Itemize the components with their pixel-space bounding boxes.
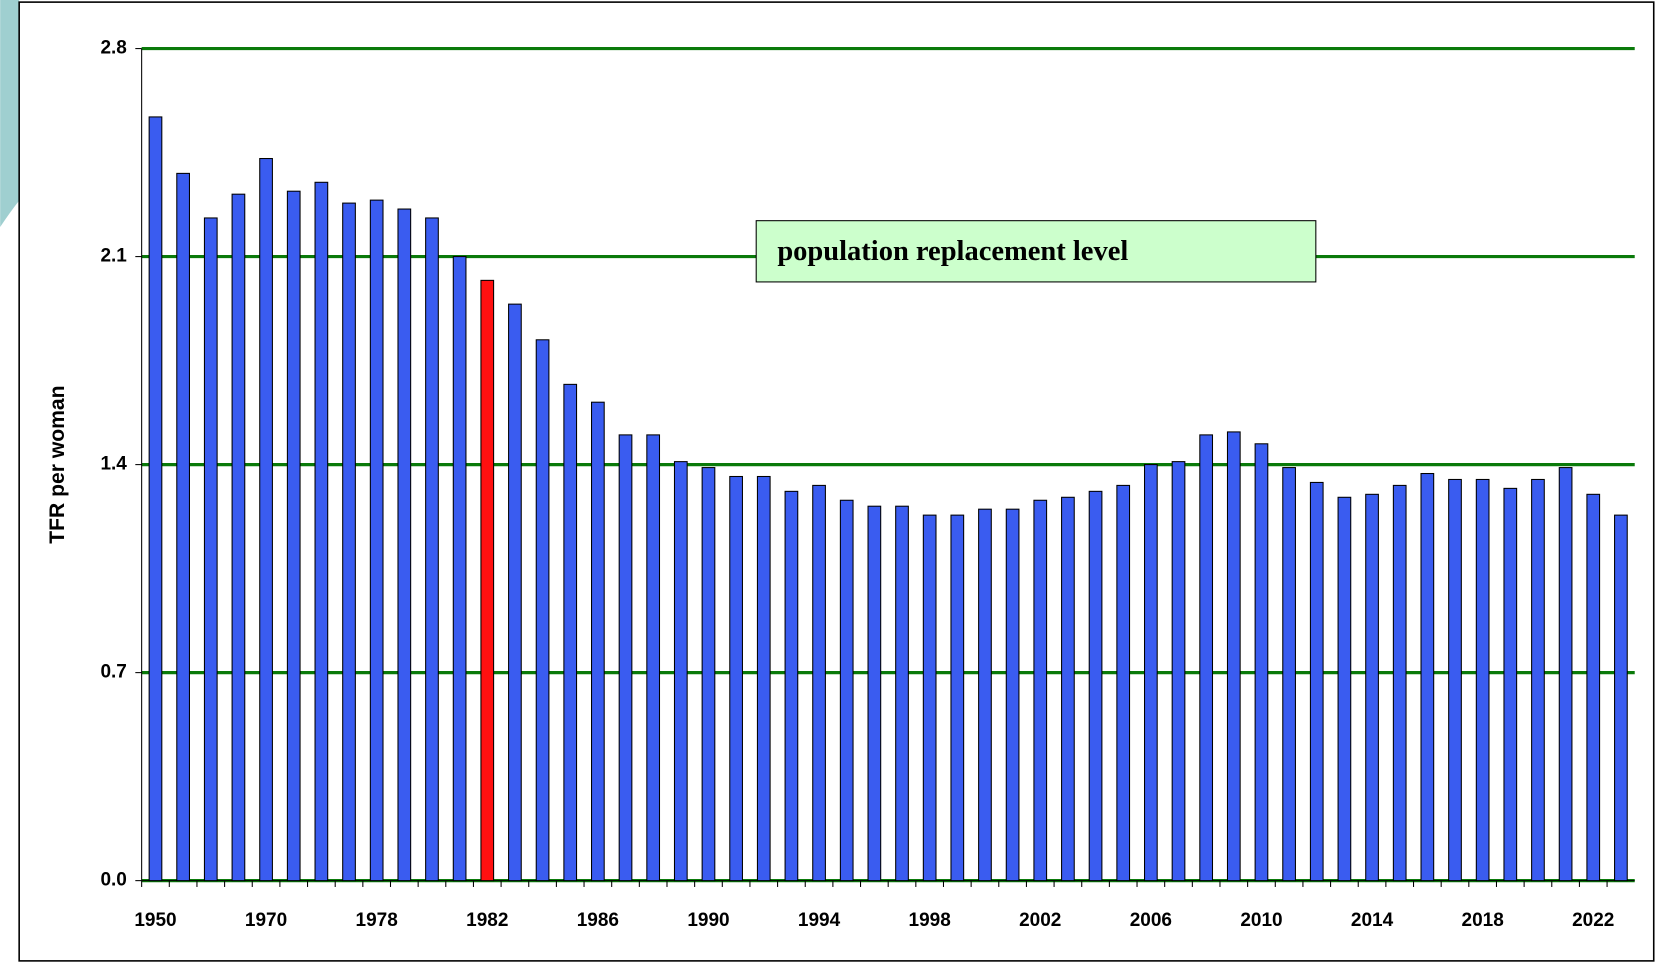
bar [1143,464,1158,882]
bar [729,475,743,882]
bar [563,383,578,882]
bar [397,208,412,882]
bar [646,434,661,882]
y-tick-label: 0.0 [100,870,126,891]
bar [839,499,854,882]
bar [978,508,992,882]
bar [922,514,937,882]
bar [867,505,882,882]
bar [148,116,163,882]
bar [176,172,190,882]
x-tick-label: 2022 [1572,910,1614,931]
x-tick-label: 2014 [1351,910,1394,931]
y-tick-label: 0.7 [100,662,126,683]
bar [1033,499,1048,882]
bar [1614,514,1628,882]
x-tick-label: 1978 [356,910,398,931]
bar [1088,490,1103,882]
x-tick-label: 2006 [1130,910,1172,931]
bar [701,467,716,882]
bar [1586,493,1601,882]
bar [895,505,909,882]
bar [1116,484,1131,882]
bar [1199,434,1214,882]
x-tick-label: 1982 [466,910,508,931]
bar [1337,496,1352,882]
bar [756,475,771,882]
bar [1171,461,1186,882]
bar [480,279,495,882]
bar [286,190,301,882]
bar [1005,508,1020,882]
bar [1420,472,1435,882]
x-tick-label: 1998 [909,910,951,931]
bar [1365,493,1379,882]
y-tick-label: 2.1 [100,246,127,267]
bar [618,434,633,882]
bar [1392,484,1407,882]
bar [812,484,826,882]
x-tick-label: 1950 [134,910,176,931]
bar [1531,478,1545,882]
bar [1226,431,1241,882]
x-tick-label: 1990 [687,910,729,931]
bar [425,217,439,882]
annotation: population replacement level [777,236,1128,267]
y-tick-label: 1.4 [100,454,127,475]
annotation-box [755,220,1317,283]
x-tick-label: 2018 [1462,910,1504,931]
x-tick-label: 1994 [798,910,841,931]
bar [1503,487,1518,882]
y-axis-label: TFR per woman [46,385,69,543]
bar [1254,443,1269,882]
bar [1309,481,1324,882]
bar [1475,478,1490,882]
x-tick-label: 1986 [577,910,619,931]
slide-decoration [0,0,20,228]
y-tick-label: 2.8 [100,38,126,59]
bar [342,202,356,882]
bar [231,193,246,882]
bar [259,157,273,882]
x-tick-label: 1970 [245,910,287,931]
bar [203,217,218,882]
bar [784,490,799,882]
bar [1558,467,1573,882]
bar [452,256,467,882]
x-tick-label: 2010 [1240,910,1282,931]
bar [673,461,688,882]
bar [1448,478,1462,882]
bar [1282,467,1296,882]
bar [314,181,329,882]
x-tick-label: 2002 [1019,910,1061,931]
bar [591,401,605,882]
bar [369,199,384,882]
bar [535,339,550,882]
bar [508,303,522,882]
bar [950,514,965,882]
bar [1061,496,1075,882]
